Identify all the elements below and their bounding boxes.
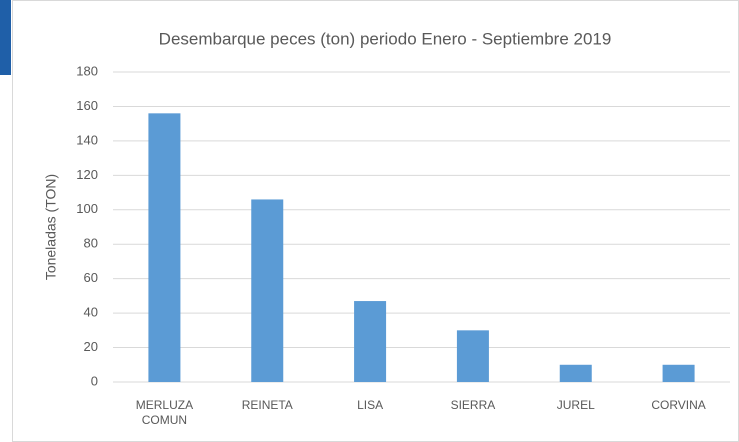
y-tick-label: 0 bbox=[91, 373, 98, 388]
y-tick-label: 100 bbox=[76, 201, 98, 216]
y-tick-label: 80 bbox=[84, 236, 98, 251]
y-tick-label: 20 bbox=[84, 339, 98, 354]
y-tick-label: 120 bbox=[76, 167, 98, 182]
bar bbox=[354, 301, 387, 382]
y-tick-label: 60 bbox=[84, 270, 98, 285]
x-tick-label: JUREL bbox=[556, 398, 595, 412]
y-axis-label: Toneladas (TON) bbox=[43, 174, 59, 280]
bar bbox=[148, 113, 181, 382]
bar bbox=[251, 199, 284, 382]
bar bbox=[559, 364, 592, 382]
bar bbox=[662, 364, 695, 382]
side-accent bbox=[0, 0, 11, 75]
y-tick-label: 160 bbox=[76, 98, 98, 113]
y-tick-label: 180 bbox=[76, 63, 98, 78]
bar bbox=[456, 330, 489, 382]
y-tick-label: 140 bbox=[76, 132, 98, 147]
x-tick-label: LISA bbox=[357, 398, 384, 412]
x-tick-label: MERLUZA COMUN bbox=[135, 398, 194, 427]
x-tick-label: REINETA bbox=[241, 398, 293, 412]
x-tick-label: SIERRA bbox=[450, 398, 496, 412]
x-tick-label: CORVINA bbox=[651, 398, 706, 412]
y-tick-label: 40 bbox=[84, 305, 98, 320]
chart-title: Desembarque peces (ton) periodo Enero - … bbox=[159, 29, 612, 48]
